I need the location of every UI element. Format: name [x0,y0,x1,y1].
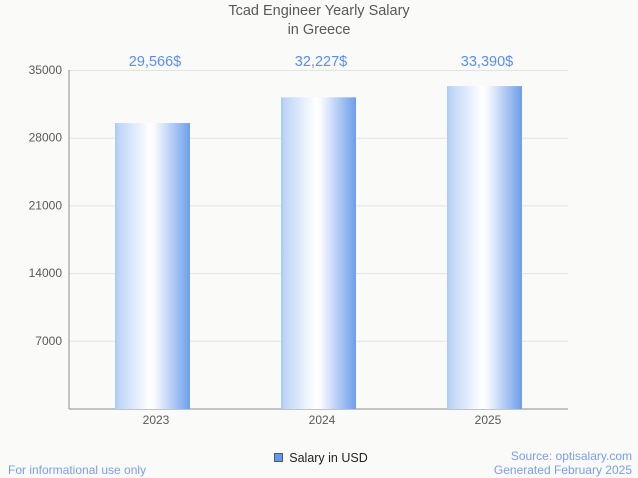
svg-text:7000: 7000 [35,334,62,348]
svg-text:14000: 14000 [29,266,63,280]
svg-text:21000: 21000 [29,198,63,212]
svg-text:29,566$: 29,566$ [129,54,181,70]
svg-text:2024: 2024 [309,413,336,427]
svg-text:2025: 2025 [475,413,502,427]
svg-text:2023: 2023 [143,413,170,427]
svg-text:28000: 28000 [29,131,63,145]
svg-text:32,227$: 32,227$ [295,54,347,70]
svg-text:35000: 35000 [29,63,63,77]
svg-text:33,390$: 33,390$ [461,54,513,70]
